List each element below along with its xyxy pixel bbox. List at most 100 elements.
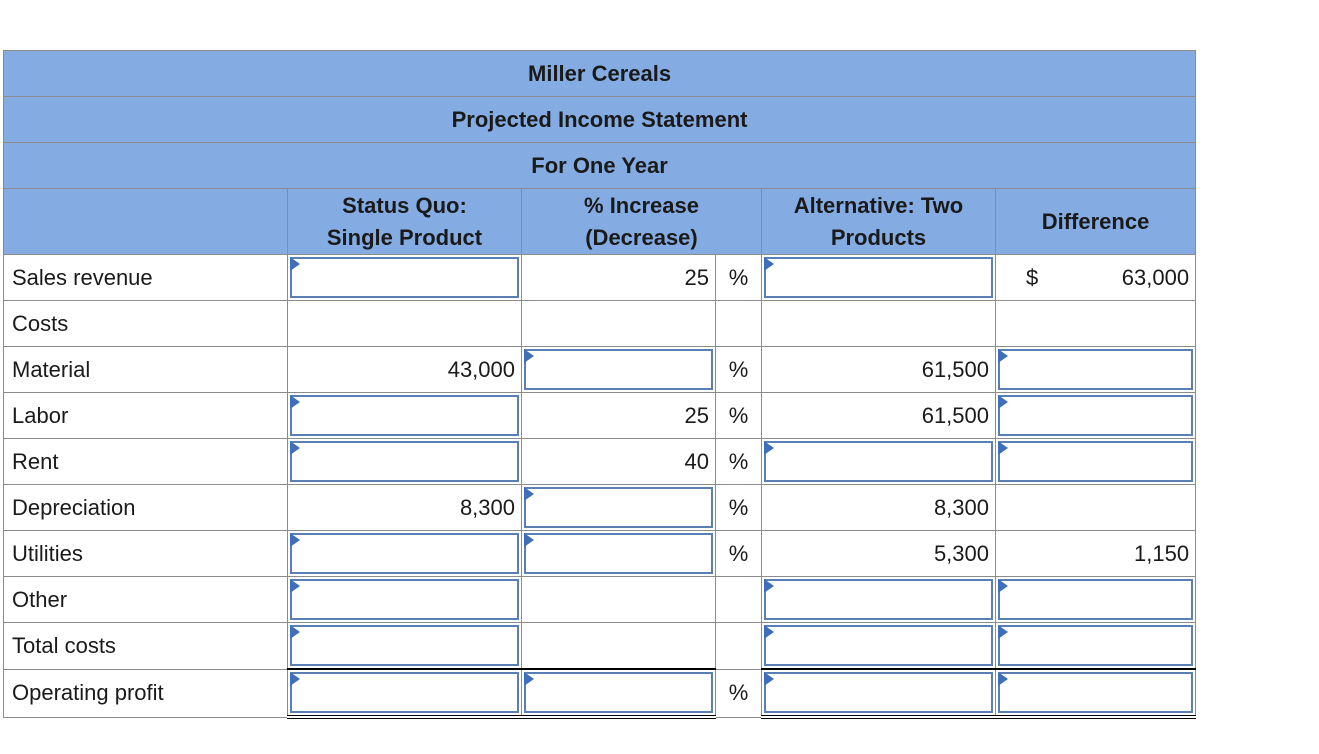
pct-unit-value: % [728,448,749,474]
row-label: Costs [3,300,288,347]
blank-header [3,188,288,255]
input-box[interactable] [764,579,993,620]
data-row: Rent 40% [3,438,1197,485]
pct-unit-cell [715,622,762,670]
difference-cell [994,346,1197,393]
data-row: Total costs [3,622,1197,670]
alternative-value: 8,300 [933,494,989,520]
column-header-text: % Increase [584,192,699,218]
input-box[interactable] [290,395,519,436]
column-header: Difference [994,188,1197,255]
column-header-text: Single Product [326,224,483,250]
alternative-value: 61,500 [921,356,989,382]
row-label: Operating profit [3,668,288,718]
input-box[interactable] [290,579,519,620]
pct-unit-cell [715,576,762,623]
input-box[interactable] [290,257,519,298]
pct-unit-value: % [728,356,749,382]
input-box[interactable] [998,441,1194,482]
status-quo-cell [287,438,522,485]
input-box[interactable] [524,349,713,390]
input-box[interactable] [290,441,519,482]
input-box[interactable] [998,625,1194,666]
input-box[interactable] [764,257,993,298]
column-header-row: Status Quo: Single Product % Increase (Decr… [3,188,1197,255]
row-label-text: Other [12,586,68,612]
input-box[interactable] [998,672,1194,713]
difference-value: 63,000 [1121,264,1190,290]
row-label-text: Depreciation [12,494,136,520]
pct-cell [521,530,716,577]
pct-value: 40 [684,448,709,474]
title-text: Projected Income Statement [451,106,748,132]
status-quo-value: 43,000 [447,356,515,382]
pct-unit-cell: % [715,438,762,485]
difference-cell: $63,000 [994,254,1197,301]
status-quo-cell [287,622,522,670]
row-label: Utilities [3,530,288,577]
difference-cell [994,622,1197,670]
row-label-text: Sales revenue [12,264,153,290]
difference-cell [994,392,1197,439]
row-label-text: Utilities [12,540,83,566]
data-row: Other [3,576,1197,623]
input-box[interactable] [998,395,1194,436]
column-header-text: Alternative: Two [793,192,964,218]
input-box[interactable] [524,487,713,528]
input-box[interactable] [290,533,519,574]
alternative-value: 61,500 [921,402,989,428]
pct-unit-cell: % [715,392,762,439]
status-quo-cell [287,300,522,347]
difference-cell [994,300,1197,347]
column-header: Status Quo: Single Product [287,188,522,255]
alternative-cell: 61,500 [761,346,996,393]
row-label: Total costs [3,622,288,670]
row-label-text: Material [12,356,91,382]
pct-unit-cell: % [715,530,762,577]
data-row: Costs [3,300,1197,347]
input-box[interactable] [524,672,713,713]
alternative-cell [761,300,996,347]
column-header: % Increase (Decrease) [521,188,762,255]
row-label-text: Operating profit [12,680,164,705]
pct-value: 25 [684,264,709,290]
pct-unit-cell: % [715,346,762,393]
title-text: Miller Cereals [528,60,672,86]
currency-symbol: $ [1026,264,1039,290]
pct-value: 25 [684,402,709,428]
input-box[interactable] [998,579,1194,620]
input-box[interactable] [764,672,993,713]
alternative-cell [761,254,996,301]
pct-unit-value: % [728,494,749,520]
status-quo-cell [287,668,522,719]
title-text: For One Year [531,152,668,178]
title-cell: For One Year [2,142,1197,189]
input-box[interactable] [998,349,1194,390]
input-box[interactable] [524,533,713,574]
pct-unit-value: % [728,680,749,705]
title-cell: Miller Cereals [2,50,1197,97]
column-header-text: Difference [1041,208,1150,234]
input-box[interactable] [764,441,993,482]
difference-cell [994,668,1197,719]
column-header-text: Status Quo: [342,192,467,218]
alternative-cell: 8,300 [761,484,996,531]
pct-unit-cell [715,300,762,347]
status-quo-value: 8,300 [459,494,515,520]
pct-unit-cell: % [715,668,762,718]
alternative-cell: 61,500 [761,392,996,439]
pct-unit-cell: % [715,484,762,531]
alternative-cell: 5,300 [761,530,996,577]
row-label: Labor [3,392,288,439]
pct-unit-cell: % [715,254,762,301]
data-row: Operating profit% [3,668,1197,719]
pct-cell [521,668,716,719]
pct-cell [521,622,716,670]
difference-cell: 1,150 [994,530,1197,577]
data-row: Material 43,000% 61,500 [3,346,1197,393]
alternative-cell [761,668,996,719]
input-box[interactable] [764,625,993,666]
input-box[interactable] [290,625,519,666]
pct-cell: 40 [521,438,716,485]
input-box[interactable] [290,672,519,713]
